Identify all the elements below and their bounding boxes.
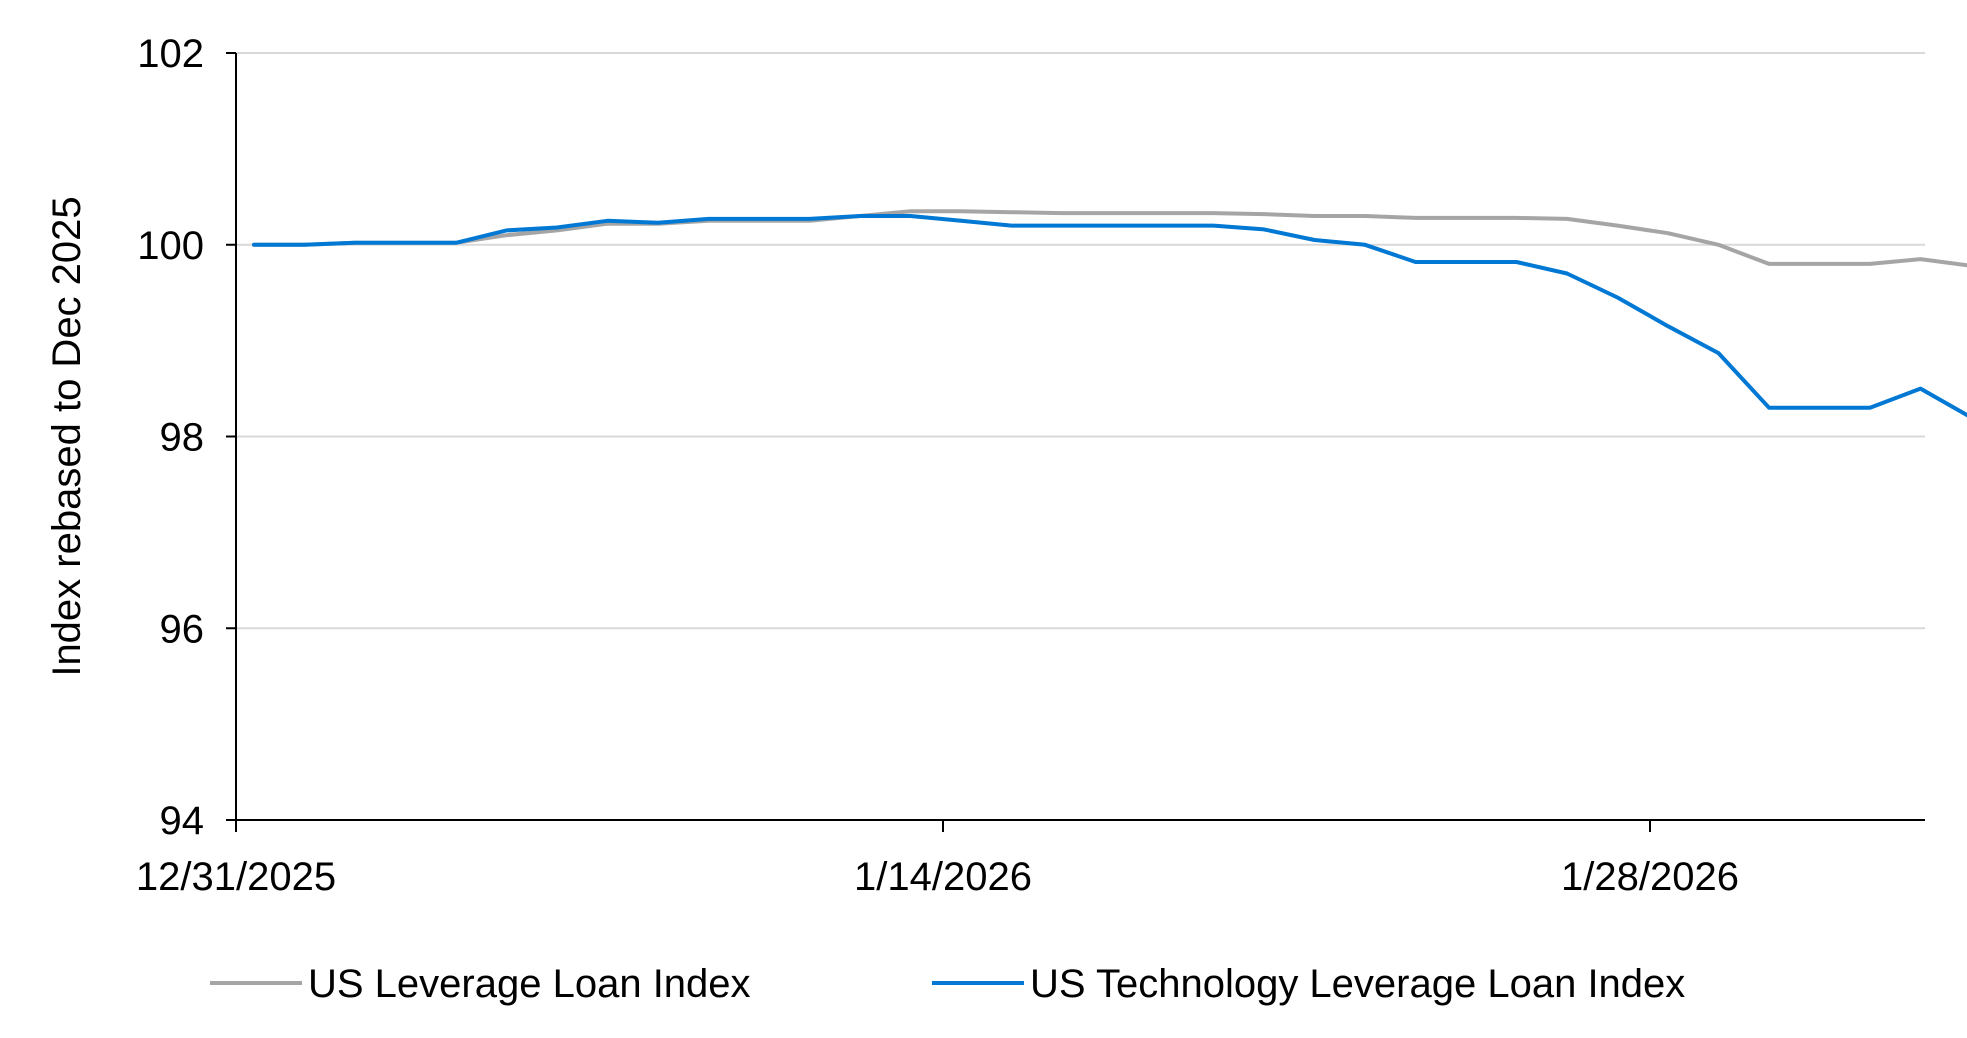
series-lines xyxy=(252,209,1967,418)
x-tick-label: 12/31/2025 xyxy=(136,855,336,899)
x-tick-label: 1/28/2026 xyxy=(1561,855,1739,899)
y-tick-label: 94 xyxy=(160,799,205,843)
y-tick-label: 102 xyxy=(137,32,204,76)
y-tick-label: 96 xyxy=(160,607,205,651)
y-tick-label: 100 xyxy=(137,224,204,268)
legend: US Leverage Loan Index US Technology Leve… xyxy=(210,962,1685,1006)
y-tick-label: 98 xyxy=(160,416,205,460)
gridlines xyxy=(236,52,1925,630)
x-tick-label: 1/14/2026 xyxy=(854,855,1032,899)
series-line-us-technology-leverage-loan-index xyxy=(252,214,1967,418)
legend-label: US Technology Leverage Loan Index xyxy=(1030,962,1685,1006)
ticks: 94 96 98 100 102 12/31/2025 1/14/2026 1/28/2026… xyxy=(136,32,1739,899)
y-axis-label: Index rebased to Dec 2025 xyxy=(45,196,89,676)
legend-label: US Leverage Loan Index xyxy=(308,962,751,1006)
